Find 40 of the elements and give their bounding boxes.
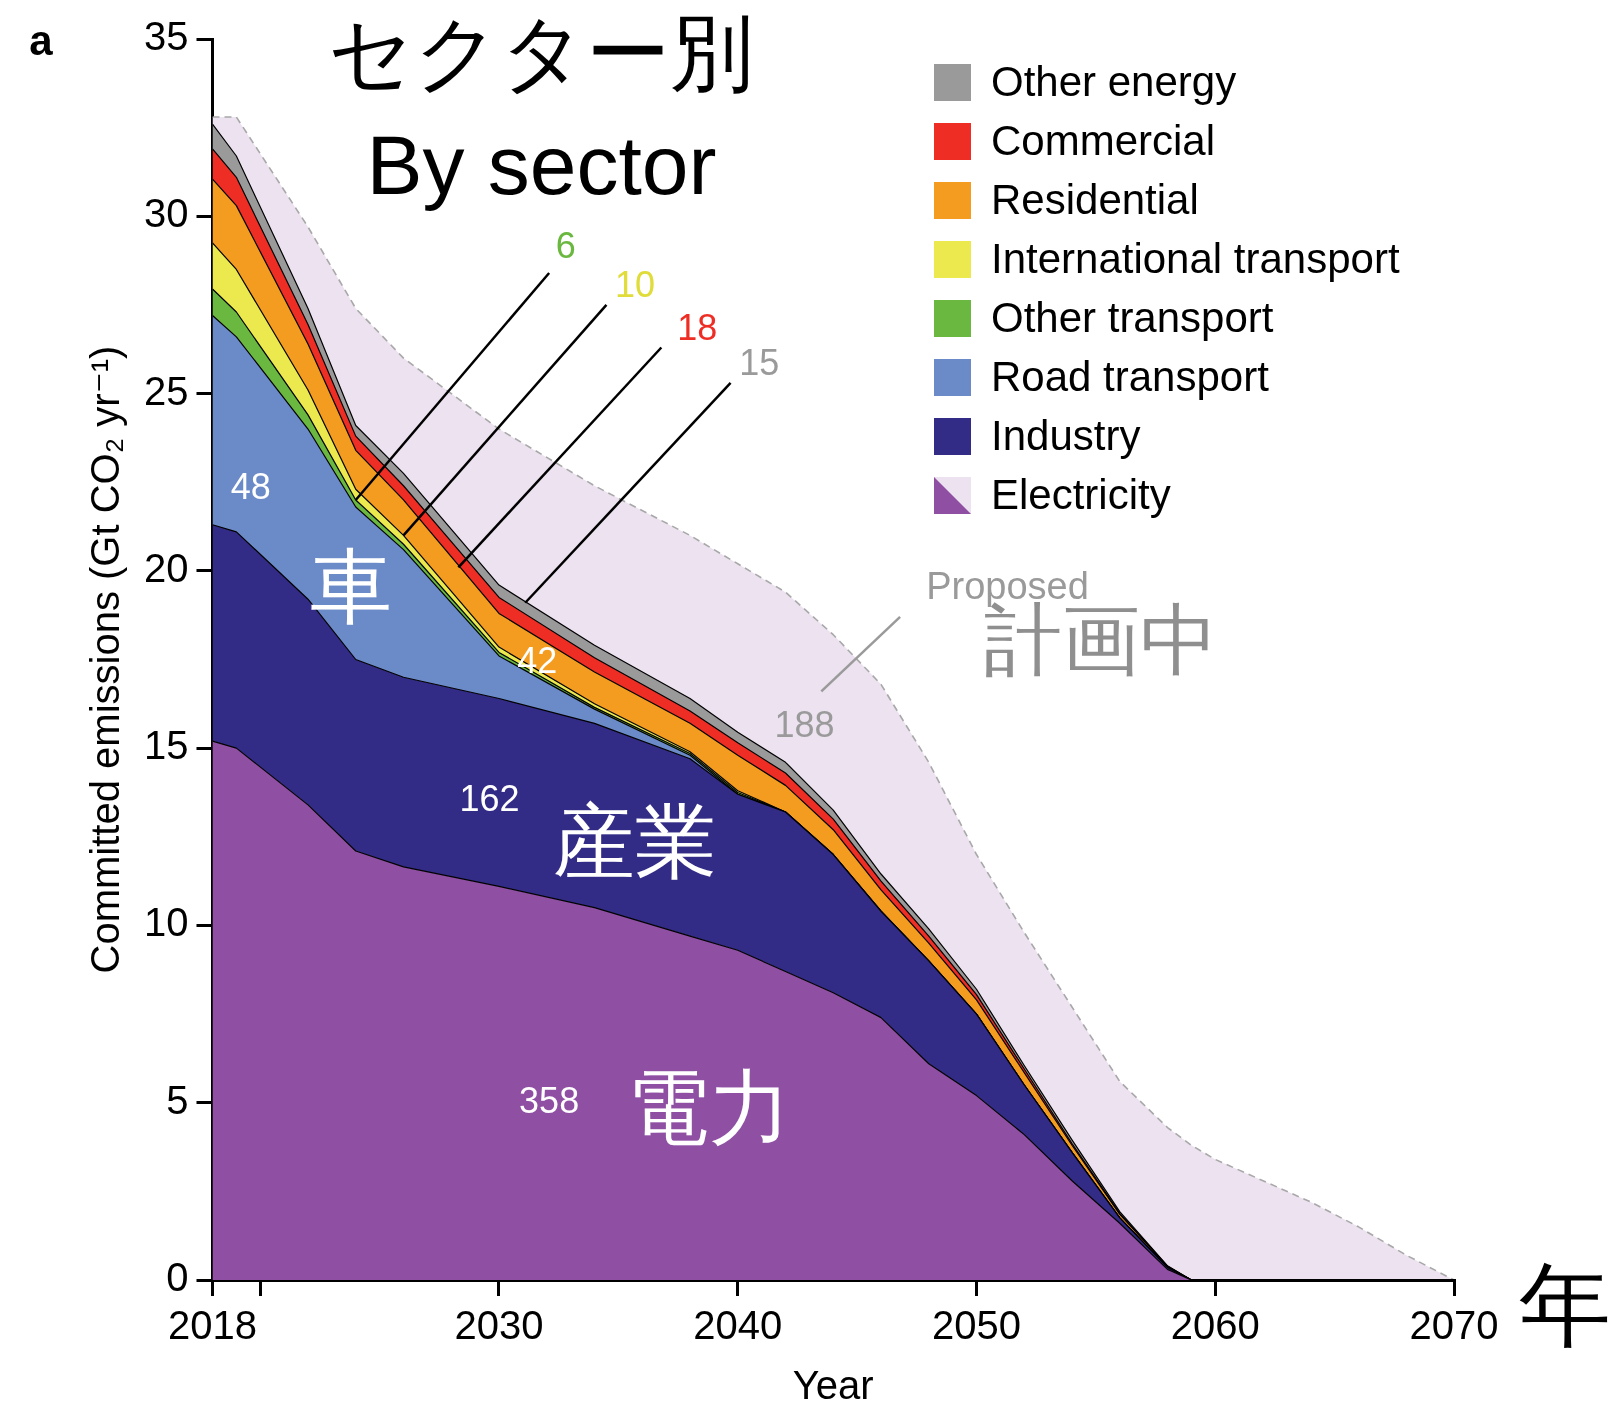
annotation: 車 [309, 540, 392, 632]
legend-label: Road transport [991, 352, 1270, 400]
y-tick-label: 30 [143, 191, 189, 236]
x-tick-label: 2018 [168, 1303, 257, 1348]
legend-label: Other energy [991, 57, 1237, 105]
y-tick-label: 5 [166, 1077, 189, 1122]
annotation: 産業 [553, 796, 718, 888]
y-tick-label: 10 [143, 900, 189, 945]
y-tick-label: 0 [166, 1255, 189, 1300]
legend-label: International transport [991, 234, 1400, 282]
text: By sector [366, 118, 717, 213]
x-tick-label: 2030 [454, 1303, 544, 1348]
x-axis-title: Year [792, 1363, 874, 1408]
annotation: 162 [459, 778, 520, 820]
legend-label: Electricity [991, 470, 1171, 518]
annotation: 6 [555, 225, 576, 267]
chart-title: セクター別 [328, 6, 755, 101]
annotation: 42 [517, 639, 558, 681]
legend-label: Commercial [991, 116, 1216, 164]
annotation: 188 [774, 703, 835, 745]
x-tick-label: 2070 [1409, 1303, 1499, 1348]
y-tick-label: 25 [143, 368, 189, 413]
y-tick-label: 20 [143, 545, 189, 590]
legend-label: Residential [991, 175, 1199, 223]
annotation: 10 [615, 264, 656, 306]
x-tick-label: 2060 [1170, 1303, 1260, 1348]
y-tick-label: 35 [143, 14, 189, 59]
annotation: 18 [677, 306, 718, 348]
annotation: 358 [519, 1079, 580, 1121]
legend-label: Other transport [991, 293, 1274, 341]
text: a [29, 16, 54, 64]
annotation: 電力 [627, 1061, 792, 1153]
annotation: 48 [230, 466, 271, 508]
y-tick-label: 15 [143, 723, 189, 768]
legend-label: Industry [991, 411, 1141, 459]
x-tick-label: 2050 [932, 1303, 1021, 1348]
x-tick-label: 2040 [693, 1303, 783, 1348]
annotation: 15 [739, 342, 780, 384]
y-axis-title: Committed emissions (Gt CO₂ yr⁻¹) [83, 345, 128, 974]
text: 年 [1519, 1254, 1611, 1357]
